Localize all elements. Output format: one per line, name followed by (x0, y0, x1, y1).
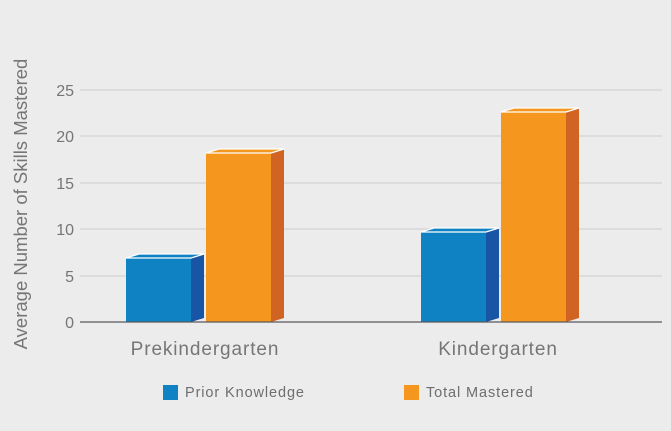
svg-text:15: 15 (56, 176, 74, 193)
svg-text:5: 5 (65, 269, 74, 286)
svg-text:20: 20 (56, 129, 74, 146)
svg-text:Average Number of Skills Maste: Average Number of Skills Mastered (10, 59, 31, 350)
svg-text:25: 25 (56, 83, 74, 100)
svg-text:Prekindergarten: Prekindergarten (131, 339, 280, 360)
svg-text:10: 10 (56, 222, 74, 239)
svg-text:Total Mastered: Total Mastered (426, 385, 534, 401)
svg-text:0: 0 (65, 315, 74, 332)
svg-text:Kindergarten: Kindergarten (438, 339, 558, 360)
svg-text:Prior Knowledge: Prior Knowledge (185, 385, 305, 401)
